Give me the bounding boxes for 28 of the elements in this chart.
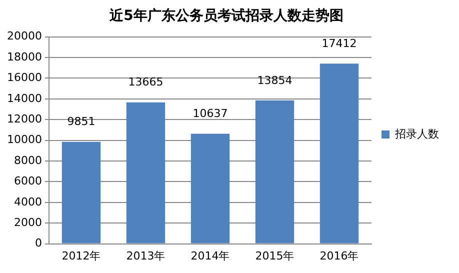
bar	[126, 102, 166, 244]
y-tick-label: 20000	[6, 30, 42, 43]
x-tick-label: 2012年	[62, 249, 101, 262]
chart-title: 近5年广东公务员考试招录人数走势图	[108, 7, 344, 24]
y-tick-label: 18000	[6, 50, 42, 64]
x-tick-label: 2014年	[190, 249, 230, 262]
y-tick-label: 12000	[6, 112, 42, 126]
y-tick-label: 14000	[6, 92, 42, 105]
y-tick-label: 2000	[14, 216, 42, 229]
y-tick-label: 4000	[14, 195, 42, 208]
y-tick-label: 16000	[6, 71, 42, 84]
data-label: 13665	[128, 76, 164, 89]
x-tick-label: 2015年	[255, 249, 294, 262]
y-tick-label: 10000	[6, 133, 42, 146]
bar	[255, 100, 294, 244]
data-label: 10637	[192, 107, 228, 120]
data-label: 17412	[322, 36, 357, 50]
y-tick-label: 0	[34, 236, 42, 250]
bar	[320, 64, 359, 244]
data-label: 9851	[67, 115, 96, 128]
y-tick-label: 6000	[14, 174, 42, 188]
x-tick-label: 2016年	[320, 249, 359, 262]
bar	[62, 142, 101, 244]
y-tick-label: 8000	[14, 154, 42, 167]
legend-label: 招录人数	[394, 127, 439, 140]
data-label: 13854	[257, 74, 292, 87]
x-tick-label: 2013年	[126, 249, 166, 262]
bar	[190, 134, 230, 244]
